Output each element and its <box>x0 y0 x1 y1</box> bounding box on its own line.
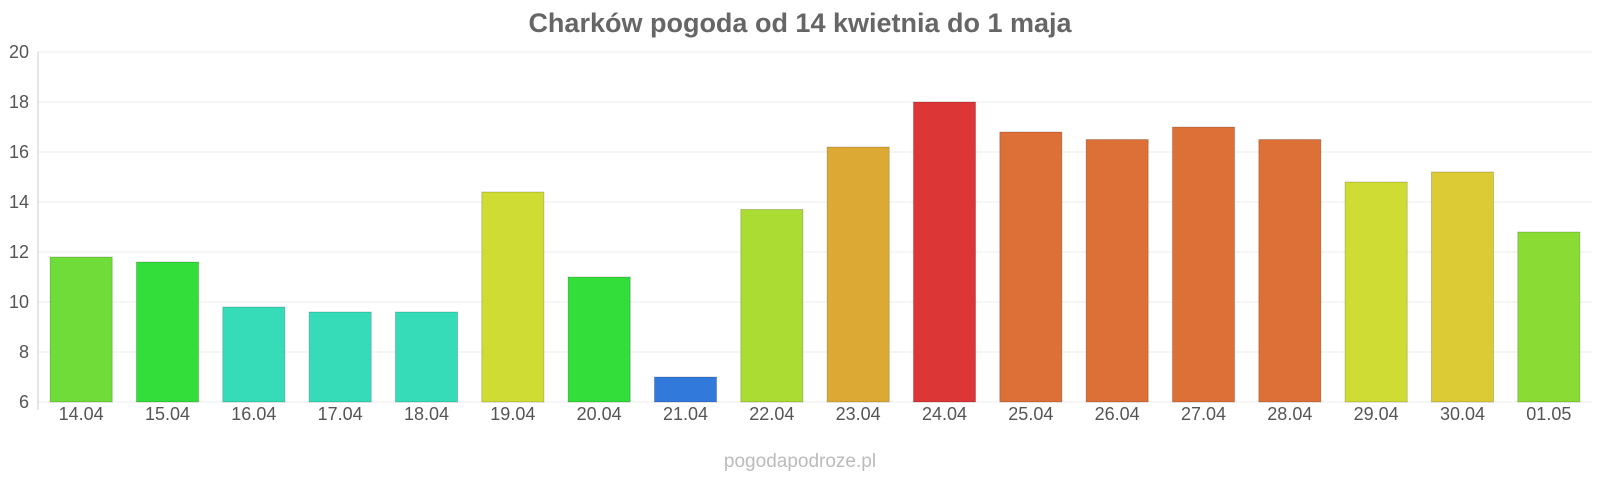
x-tick-label: 18.04 <box>404 404 449 424</box>
bar-29.04 <box>1344 181 1408 403</box>
x-tick-label: 16.04 <box>231 404 276 424</box>
x-tick-label: 21.04 <box>663 404 708 424</box>
x-tick-label: 27.04 <box>1181 404 1226 424</box>
x-axis-ticks: 14.04 15.04 16.04 17.04 18.04 19.04 20.04 21.04… <box>59 404 1572 424</box>
bar-27.04 <box>1171 126 1236 403</box>
x-tick-label: 14.04 <box>59 404 104 424</box>
x-tick-label: 23.04 <box>836 404 881 424</box>
bar-25.04 <box>999 131 1063 403</box>
y-tick-label: 6 <box>19 392 29 412</box>
x-tick-label: 26.04 <box>1095 404 1140 424</box>
y-tick-label: 8 <box>19 342 29 362</box>
watermark-text: pogodapodroze.pl <box>724 451 876 472</box>
y-tick-label: 20 <box>9 42 29 62</box>
bar-21.04 <box>653 376 718 403</box>
bar-17.04 <box>308 311 372 403</box>
x-tick-label: 22.04 <box>749 404 794 424</box>
x-tick-label: 20.04 <box>577 404 622 424</box>
x-tick-label: 29.04 <box>1354 404 1399 424</box>
x-tick-label: 19.04 <box>490 404 535 424</box>
bars <box>49 101 1581 403</box>
bar-30.04 <box>1430 171 1495 403</box>
bar-23.04 <box>826 146 890 403</box>
bar-22.04 <box>740 209 804 403</box>
bar-20.04 <box>567 276 631 403</box>
bar-18.04 <box>394 311 459 403</box>
y-axis-ticks: 6 8 10 12 14 16 18 20 <box>9 42 29 412</box>
bar-28.04 <box>1258 139 1322 403</box>
x-tick-label: 28.04 <box>1267 404 1312 424</box>
y-tick-label: 18 <box>9 92 29 112</box>
bar-15.04 <box>135 261 200 403</box>
chart-title: Charków pogoda od 14 kwietnia do 1 maja <box>528 8 1072 38</box>
y-tick-label: 14 <box>9 192 29 212</box>
x-tick-label: 17.04 <box>318 404 363 424</box>
bar-19.04 <box>481 191 545 403</box>
x-tick-label: 30.04 <box>1440 404 1485 424</box>
y-tick-label: 12 <box>9 242 29 262</box>
x-tick-label: 25.04 <box>1008 404 1053 424</box>
bar-14.04 <box>49 256 113 403</box>
gridlines <box>38 51 1592 403</box>
x-tick-label: 01.05 <box>1526 404 1571 424</box>
x-tick-label: 24.04 <box>922 404 967 424</box>
bar-26.04 <box>1085 139 1149 403</box>
bar-01.05 <box>1517 231 1581 403</box>
y-tick-label: 10 <box>9 292 29 312</box>
bar-16.04 <box>222 306 286 403</box>
y-tick-label: 16 <box>9 142 29 162</box>
bar-24.04 <box>912 101 977 403</box>
x-tick-label: 15.04 <box>145 404 190 424</box>
